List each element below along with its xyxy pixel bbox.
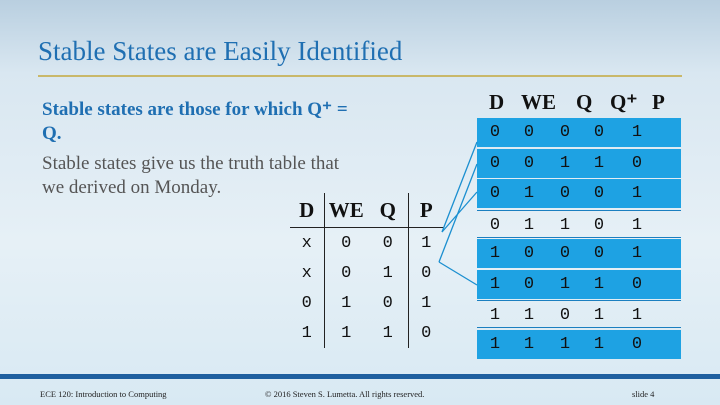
table-cell: 1 [631, 306, 643, 325]
table-cell: 1 [631, 244, 643, 263]
table-cell: 0 [559, 306, 571, 325]
table-cell: 0 [631, 153, 643, 173]
table-row: 1 0 0 0 1 [477, 239, 681, 268]
table-cell: x [290, 258, 325, 288]
table-row: 0 1 0 1 [290, 288, 444, 318]
table-cell: 0 [341, 233, 352, 253]
table-cell: 0 [631, 274, 643, 294]
table-cell: 0 [559, 123, 571, 142]
table-cell: 0 [489, 215, 501, 235]
table-cell: 0 [421, 323, 432, 343]
table-cell: 1 [631, 184, 643, 203]
table-cell: 1 [421, 233, 432, 253]
table-row: 1 1 1 1 0 [477, 329, 681, 359]
table-cell: 0 [593, 123, 605, 142]
table-cell: 0 [593, 244, 605, 263]
body-text: Stable states give us the truth table th… [42, 153, 340, 198]
big-table-header: D WE Q Q⁺ P [477, 86, 681, 118]
table-cell: x [290, 227, 325, 258]
table-row: 0 1 1 0 1 [477, 209, 681, 238]
table-cell: 1 [559, 334, 571, 354]
table-cell: 1 [559, 274, 571, 294]
table-cell: 0 [523, 244, 535, 263]
title-divider [38, 75, 682, 77]
table-cell: 1 [489, 274, 501, 294]
table-cell: 0 [593, 215, 605, 235]
footer-bar [0, 374, 720, 379]
table-cell: 0 [489, 184, 501, 203]
table-cell: 0 [631, 334, 643, 354]
small-truth-table: D WE Q P x 0 0 1 x 0 1 0 0 1 0 1 1 1 1 0 [290, 193, 444, 348]
table-cell: 0 [368, 227, 409, 258]
table-cell: 1 [489, 306, 501, 325]
table-cell: 1 [368, 258, 409, 288]
table-cell: 0 [489, 123, 501, 142]
table-cell: 1 [593, 153, 605, 173]
big-truth-table: 0 0 0 0 1 0 0 1 1 0 0 1 0 0 1 0 1 1 0 1 1 0 0 0 1 1 0 1 1 0 1 1 0 1 1 1 1 1 1 0 [477, 118, 681, 360]
table-cell: 0 [523, 153, 535, 173]
table-cell: 1 [593, 306, 605, 325]
connector-line [441, 191, 478, 233]
table-cell: 1 [421, 293, 432, 313]
table-cell: 1 [593, 274, 605, 294]
table-cell: 1 [523, 215, 535, 235]
table-cell: 1 [341, 293, 352, 313]
header-cell: Q⁺ [610, 90, 638, 114]
header-cell: P [408, 193, 444, 228]
header-cell: D [290, 193, 325, 228]
table-row: 1 1 0 1 1 [477, 300, 681, 328]
table-row: 0 0 1 1 0 [477, 148, 681, 178]
table-cell: 1 [489, 244, 501, 263]
table-row: x 0 1 0 [290, 258, 444, 288]
table-cell: 0 [593, 184, 605, 203]
table-cell: 1 [523, 306, 535, 325]
table-row: 0 0 0 0 1 [477, 118, 681, 147]
footer-slide-number: slide 4 [632, 389, 655, 399]
table-cell: 1 [523, 334, 535, 354]
footer-course: ECE 120: Introduction to Computing [40, 389, 167, 399]
table-row: 1 1 1 0 [290, 318, 444, 348]
connector-line [441, 141, 478, 233]
header-cell: D [489, 90, 505, 114]
table-cell: 1 [523, 184, 535, 203]
header-cell: WE [521, 90, 557, 114]
table-cell: 1 [559, 215, 571, 235]
subheading: Stable states are those for which Q⁺ = Q… [42, 99, 348, 144]
table-cell: 0 [421, 263, 432, 283]
table-cell: 1 [631, 123, 643, 142]
table-cell: 1 [559, 153, 571, 173]
table-cell: 1 [489, 334, 501, 354]
table-cell: 0 [489, 153, 501, 173]
table-cell: 1 [368, 318, 409, 348]
slide-title: Stable States are Easily Identified [38, 36, 403, 66]
footer-copyright: © 2016 Steven S. Lumetta. All rights res… [265, 389, 425, 399]
table-header-row: D WE Q P [290, 193, 444, 228]
table-row: 1 0 1 1 0 [477, 269, 681, 299]
table-row: x 0 0 1 [290, 227, 444, 258]
table-cell: 0 [290, 288, 325, 318]
header-cell: P [652, 90, 665, 114]
table-cell: 1 [631, 215, 643, 235]
table-cell: 0 [368, 288, 409, 318]
table-cell: 1 [290, 318, 325, 348]
table-row: 0 1 0 0 1 [477, 179, 681, 208]
header-cell: WE [324, 193, 368, 228]
table-cell: 1 [341, 323, 352, 343]
table-cell: 0 [341, 263, 352, 283]
header-cell: Q [576, 90, 593, 114]
table-cell: 0 [523, 274, 535, 294]
table-cell: 0 [559, 244, 571, 263]
header-cell: Q [368, 193, 409, 228]
connector-line [438, 163, 478, 263]
connector-line [438, 261, 478, 286]
table-cell: 1 [593, 334, 605, 354]
table-cell: 0 [523, 123, 535, 142]
table-cell: 0 [559, 184, 571, 203]
